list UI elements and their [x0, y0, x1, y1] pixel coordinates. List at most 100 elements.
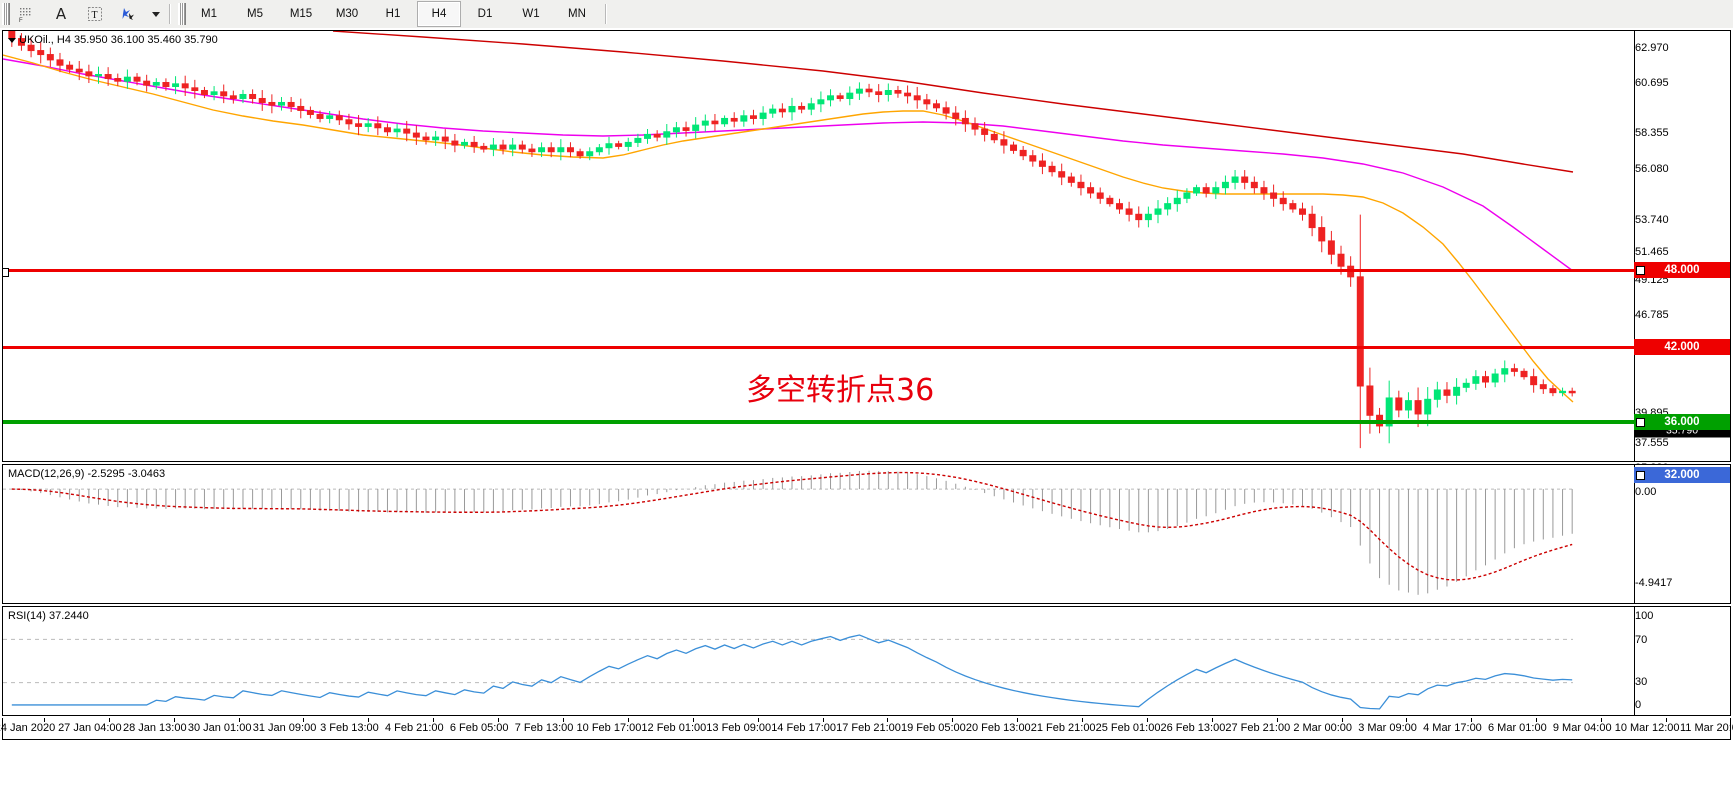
- candle-body: [981, 128, 989, 135]
- level-tag-32[interactable]: 32.000: [1634, 467, 1730, 483]
- shapes-icon[interactable]: [113, 1, 145, 27]
- price-axis[interactable]: 62.970 60.695 58.355 56.080 53.740 51.46…: [1634, 31, 1730, 507]
- timeframe-h4[interactable]: H4: [417, 1, 461, 27]
- candle-body: [624, 141, 632, 147]
- time-tick-mark: [1601, 718, 1603, 722]
- candle-body: [942, 107, 950, 114]
- candle-body: [355, 123, 363, 127]
- level-tag-42[interactable]: 42.000: [1634, 339, 1730, 355]
- chart-annotation-text[interactable]: 多空转折点36: [746, 373, 935, 408]
- price-pane-label[interactable]: UKOil., H4 35.950 36.100 35.460 35.790: [8, 34, 218, 46]
- time-tick-mark: [1211, 718, 1213, 722]
- collapse-arrow-icon[interactable]: [8, 37, 16, 43]
- candle-body: [133, 76, 141, 82]
- candle-body: [37, 50, 45, 56]
- candle-body: [1443, 389, 1451, 396]
- time-axis-label: 3 Mar 09:00: [1358, 722, 1417, 734]
- candle-body: [1087, 187, 1095, 194]
- timeframe-m5[interactable]: M5: [247, 8, 263, 20]
- time-axis-label: 12 Feb 01:00: [641, 722, 707, 734]
- candle-body: [374, 123, 382, 129]
- rsi-axis[interactable]: 100 70 30 0: [1634, 607, 1730, 715]
- candle-body: [576, 151, 584, 157]
- candle-body: [1520, 370, 1528, 378]
- time-tick-mark: [692, 718, 694, 722]
- candle-body: [711, 120, 719, 125]
- candle-body: [547, 147, 555, 153]
- candle-body: [682, 127, 690, 131]
- candle-body: [566, 147, 574, 153]
- macd-axis[interactable]: 1.0446 0.00 -4.9417: [1634, 465, 1730, 603]
- level-tag-48[interactable]: 48.000: [1634, 262, 1730, 278]
- candle-body: [1462, 382, 1470, 388]
- candle-body: [1202, 187, 1210, 194]
- toolbar-grip-1[interactable]: [2, 3, 10, 25]
- candle-body: [1501, 368, 1509, 375]
- candle-body: [56, 59, 64, 66]
- candle-body: [1183, 192, 1191, 199]
- macd-signal-line: [11, 471, 1573, 581]
- chart-area[interactable]: 多空转折点36 62.970 60.695 58.355 56.080 53.7…: [0, 28, 1733, 794]
- price-plot[interactable]: 多空转折点36: [3, 31, 1634, 461]
- crosshair-icon[interactable]: F: [11, 1, 43, 27]
- level-48-handle[interactable]: [3, 268, 9, 277]
- candle-body: [1299, 208, 1306, 215]
- candle-body: [586, 151, 594, 157]
- text-box-icon[interactable]: T: [79, 1, 111, 27]
- candle-body: [769, 108, 777, 114]
- candle-body: [393, 128, 401, 133]
- toolbar-grip-2[interactable]: [178, 3, 186, 25]
- candle-body: [461, 141, 469, 146]
- dropdown-caret-icon[interactable]: [147, 1, 163, 27]
- candle-body: [846, 92, 854, 99]
- level-tag-36[interactable]: 36.000: [1634, 414, 1730, 430]
- candle-body: [1135, 213, 1143, 221]
- timeframe-w1[interactable]: W1: [522, 8, 540, 20]
- time-tick-mark: [108, 718, 110, 722]
- timeframe-h1[interactable]: H1: [385, 8, 401, 20]
- time-axis-label: 3 Feb 13:00: [320, 722, 379, 734]
- candle-body: [971, 123, 979, 130]
- time-tick-mark: [1146, 718, 1148, 722]
- candle-body: [1433, 389, 1441, 400]
- candle-body: [913, 95, 921, 101]
- timeframe-d1[interactable]: D1: [477, 8, 493, 20]
- price-pane[interactable]: 多空转折点36 62.970 60.695 58.355 56.080 53.7…: [2, 30, 1731, 507]
- candle-body: [1530, 376, 1538, 386]
- chart-toolbar: F A T M1 M5 M15 M30 H: [0, 0, 1733, 29]
- candle-body: [855, 88, 863, 94]
- rsi-pane[interactable]: 100 70 30 0 RSI(14) 37.2440: [2, 606, 1731, 716]
- candle-body: [644, 133, 652, 139]
- macd-pane-label[interactable]: MACD(12,26,9) -2.5295 -3.0463: [8, 468, 166, 480]
- candle-body: [1144, 213, 1152, 221]
- candle-body: [249, 93, 257, 99]
- timeframe-mn[interactable]: MN: [568, 8, 586, 20]
- candle-body: [364, 123, 372, 127]
- timeframe-m30[interactable]: M30: [335, 8, 359, 20]
- macd-pane[interactable]: 1.0446 0.00 -4.9417 MACD(12,26,9) -2.529…: [2, 464, 1731, 604]
- candle-body: [817, 99, 825, 105]
- time-tick-mark: [433, 718, 435, 722]
- rsi-tick: 70: [1635, 634, 1648, 646]
- candle-body: [1193, 187, 1201, 194]
- price-tick: 37.555: [1635, 437, 1669, 449]
- timeframe-m15[interactable]: M15: [289, 8, 313, 20]
- candle-body: [538, 147, 546, 153]
- candle-body: [653, 133, 661, 138]
- time-axis[interactable]: 24 Jan 2020 27 Jan 04:00 28 Jan 13:00 30 Ja…: [0, 718, 1733, 740]
- candle-body: [509, 144, 517, 150]
- time-axis-label: 17 Feb 21:00: [836, 722, 901, 734]
- candle-body: [730, 117, 738, 122]
- candle-body: [412, 132, 420, 138]
- candle-body: [1482, 376, 1489, 383]
- candle-body: [287, 101, 295, 107]
- candle-body: [518, 144, 526, 150]
- time-axis-label: 7 Feb 13:00: [514, 722, 574, 734]
- candle-body: [326, 115, 334, 119]
- timeframe-m1[interactable]: M1: [201, 8, 217, 20]
- rsi-plot[interactable]: [3, 607, 1634, 715]
- rsi-pane-label[interactable]: RSI(14) 37.2440: [8, 610, 89, 622]
- text-label-icon[interactable]: A: [55, 4, 67, 23]
- macd-plot[interactable]: [3, 465, 1634, 603]
- candle-body: [403, 128, 411, 134]
